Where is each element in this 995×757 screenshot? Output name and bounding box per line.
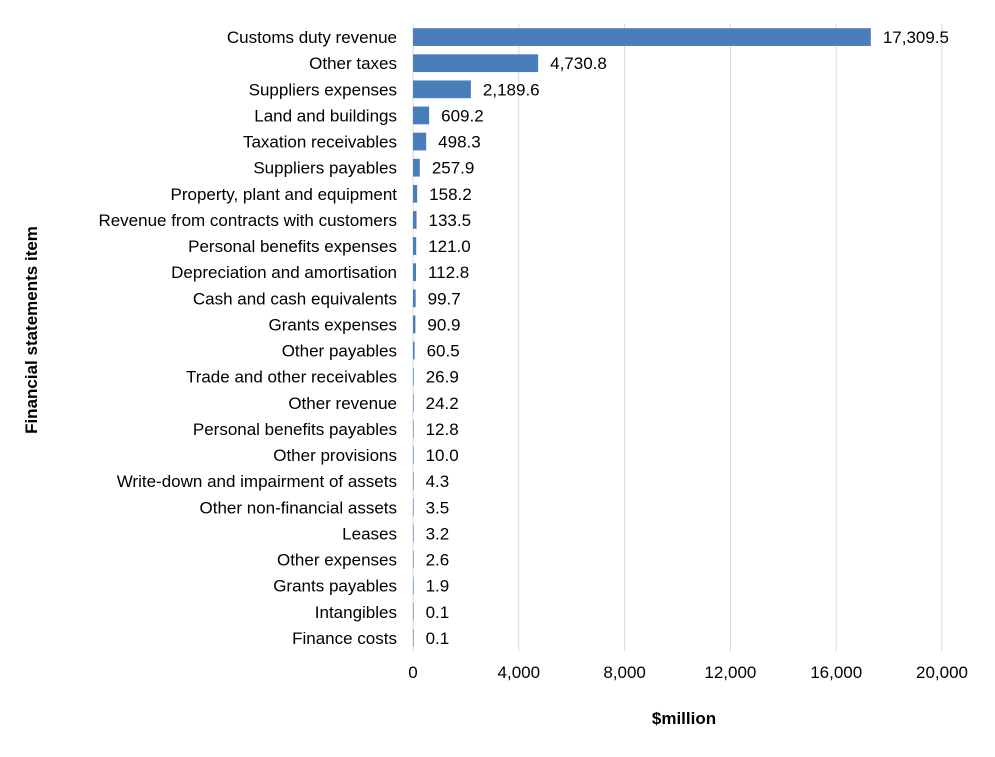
bar — [413, 393, 414, 412]
category-label: Finance costs — [292, 629, 397, 648]
data-label: 2.6 — [426, 551, 450, 570]
x-tick-label: 20,000 — [916, 663, 968, 682]
bar — [413, 80, 471, 99]
category-label: Other payables — [282, 342, 397, 361]
data-label: 498.3 — [438, 133, 481, 152]
category-label: Leases — [342, 524, 397, 543]
bar — [413, 629, 414, 647]
data-label: 3.5 — [426, 498, 450, 517]
data-label: 17,309.5 — [883, 28, 949, 47]
bar — [413, 446, 414, 464]
bar — [413, 263, 416, 282]
data-label: 4,730.8 — [550, 54, 607, 73]
data-label: 26.9 — [426, 368, 459, 387]
data-label: 609.2 — [441, 106, 484, 125]
category-label: Trade and other receivables — [186, 368, 397, 387]
data-label: 133.5 — [429, 211, 472, 230]
category-label: Revenue from contracts with customers — [98, 211, 397, 230]
bar — [413, 315, 416, 334]
data-label: 99.7 — [428, 289, 461, 308]
bar — [413, 576, 414, 595]
x-tick-labels: 0 4,000 8,000 12,000 16,000 20,000 — [408, 663, 968, 682]
data-label: 0.1 — [426, 629, 450, 648]
bar — [413, 132, 427, 151]
bars — [413, 28, 871, 647]
y-axis-title: Financial statements item — [22, 226, 41, 434]
bar — [413, 237, 417, 255]
bar — [413, 550, 414, 569]
data-label: 1.9 — [426, 577, 450, 596]
category-label: Intangibles — [315, 603, 397, 622]
bar — [413, 341, 415, 360]
category-label: Other provisions — [273, 446, 397, 465]
bar — [413, 211, 417, 229]
data-label: 3.2 — [426, 524, 450, 543]
category-label: Other taxes — [309, 54, 397, 73]
bar — [413, 106, 430, 125]
category-label: Personal benefits expenses — [188, 237, 397, 256]
category-label: Suppliers payables — [253, 159, 397, 178]
bar — [413, 602, 414, 621]
bar — [413, 54, 539, 73]
category-label: Cash and cash equivalents — [193, 289, 397, 308]
data-label: 257.9 — [432, 159, 475, 178]
category-label: Depreciation and amortisation — [171, 263, 397, 282]
data-label: 112.8 — [428, 263, 469, 282]
category-label: Property, plant and equipment — [171, 185, 398, 204]
category-label: Suppliers expenses — [249, 80, 397, 99]
bar — [413, 184, 418, 203]
x-tick-label: 12,000 — [704, 663, 756, 682]
x-tick-label: 8,000 — [603, 663, 646, 682]
data-label: 12.8 — [426, 420, 459, 439]
x-axis-title: $million — [652, 709, 716, 728]
bar — [413, 158, 420, 177]
category-label: Land and buildings — [254, 106, 397, 125]
x-tick-label: 16,000 — [810, 663, 862, 682]
x-tick-label: 4,000 — [498, 663, 541, 682]
data-label: 0.1 — [426, 603, 450, 622]
x-tick-label: 0 — [408, 663, 417, 682]
data-label: 90.9 — [427, 315, 460, 334]
category-label: Write-down and impairment of assets — [117, 472, 397, 491]
category-label: Other revenue — [288, 394, 397, 413]
category-label: Grants payables — [273, 577, 397, 596]
category-labels: Customs duty revenue Other taxes Suppliers… — [98, 28, 397, 648]
gridlines — [412, 24, 943, 651]
bar — [413, 420, 414, 438]
category-label: Taxation receivables — [243, 133, 397, 152]
category-label: Customs duty revenue — [227, 28, 397, 47]
category-label: Grants expenses — [268, 315, 397, 334]
category-label: Other non-financial assets — [200, 498, 398, 517]
data-label: 60.5 — [427, 342, 460, 361]
bar — [413, 524, 414, 543]
data-label: 24.2 — [426, 394, 459, 413]
bar — [413, 367, 414, 386]
data-label: 10.0 — [426, 446, 459, 465]
data-label: 158.2 — [429, 185, 472, 204]
bar — [413, 28, 871, 46]
category-label: Other expenses — [277, 551, 397, 570]
category-label: Personal benefits payables — [193, 420, 397, 439]
bar — [413, 289, 416, 308]
bar — [413, 472, 414, 491]
data-label: 4.3 — [426, 472, 450, 491]
data-label: 121.0 — [428, 237, 471, 256]
value-labels: 17,309.5 4,730.8 2,189.6 609.2 498.3 257.9 158… — [426, 28, 949, 648]
bar — [413, 498, 414, 517]
data-label: 2,189.6 — [483, 80, 540, 99]
